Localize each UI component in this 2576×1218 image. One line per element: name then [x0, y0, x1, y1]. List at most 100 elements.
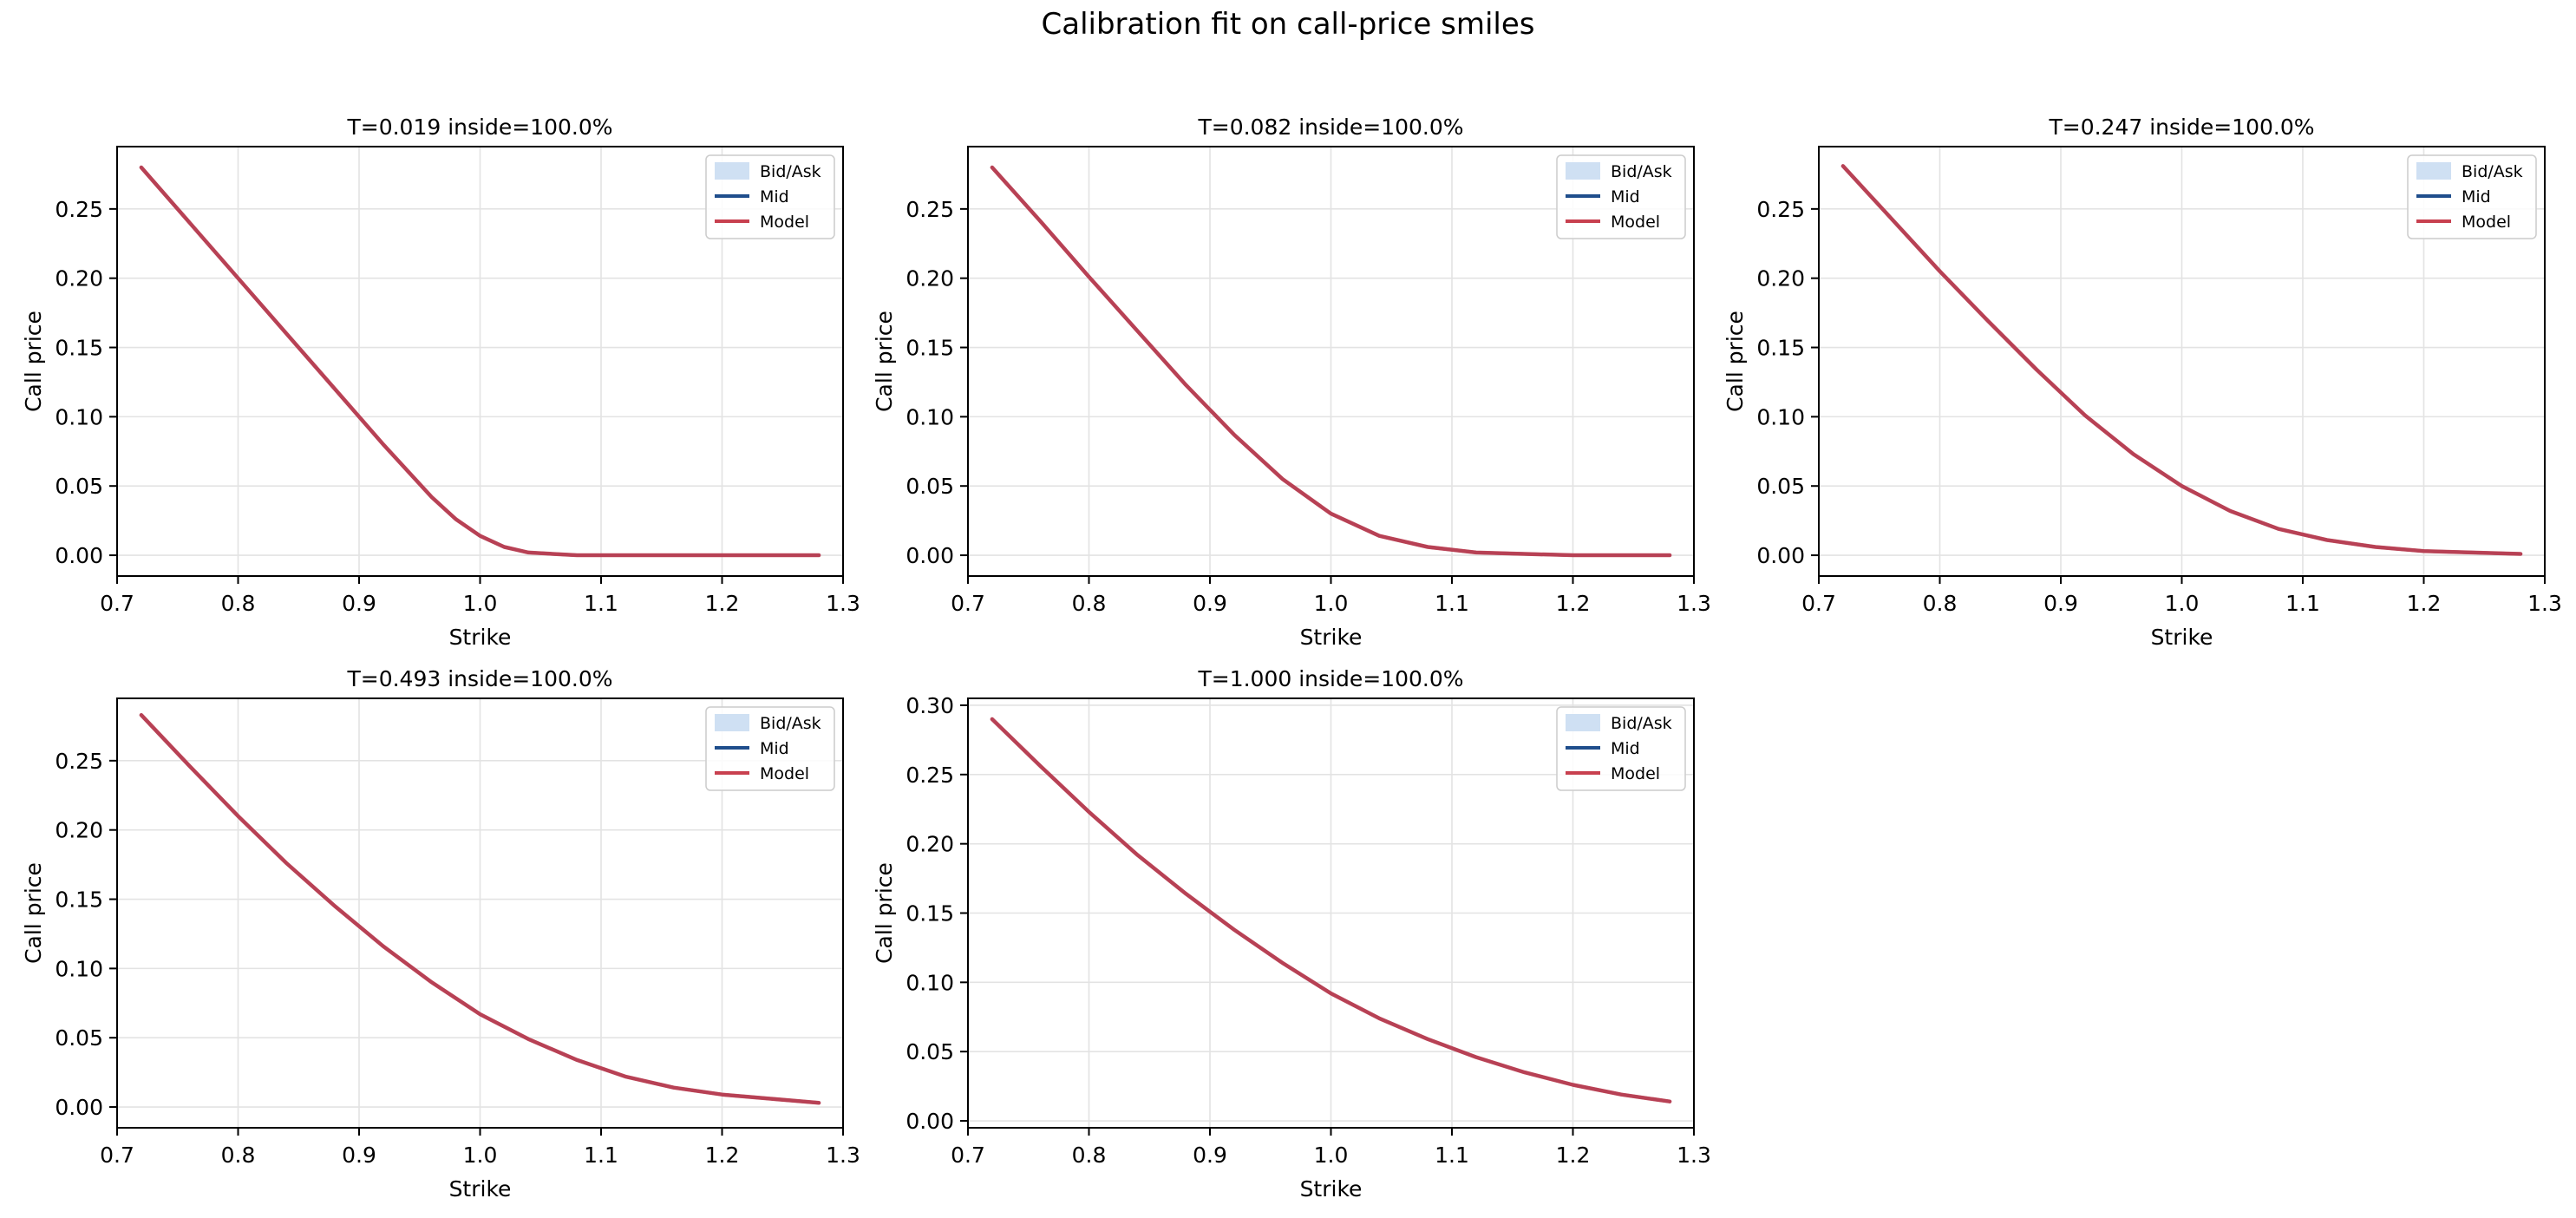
subplot-1: 0.7 0.8 0.9 1.0 1.1 1.2 1.3 0.00 0.05 0.10 0.15 0.2…	[21, 115, 860, 650]
x-tick-label: 0.8	[1923, 591, 1958, 616]
subplot-title: T=0.493 inside=100.0%	[346, 666, 612, 691]
legend-label: Bid/Ask	[1611, 714, 1672, 733]
legend-label: Mid	[760, 739, 789, 758]
x-tick-label: 0.8	[221, 1143, 256, 1168]
legend-label: Model	[2462, 213, 2511, 232]
subplot-5: 0.7 0.8 0.9 1.0 1.1 1.2 1.3 0.00 0.05 0.10 0.15 0.2…	[872, 666, 1711, 1202]
legend-label: Bid/Ask	[760, 714, 821, 733]
y-tick-label: 0.00	[1756, 543, 1805, 568]
y-tick-label: 0.20	[55, 818, 103, 843]
x-axis-label: Strike	[1300, 1176, 1363, 1202]
x-tick-label: 0.7	[1801, 591, 1836, 616]
legend: Bid/Ask Mid Model	[1556, 154, 1686, 239]
x-tick-label: 1.1	[1435, 1143, 1469, 1168]
x-tick-label: 1.0	[1314, 591, 1349, 616]
subplot-title: T=0.247 inside=100.0%	[2048, 115, 2314, 140]
x-tick-label: 1.0	[463, 1143, 498, 1168]
legend-label: Model	[1611, 213, 1660, 232]
y-tick-label: 0.20	[1756, 266, 1805, 291]
legend-swatch-bidask	[715, 162, 749, 180]
y-axis-label: Call price	[872, 862, 897, 964]
y-tick-label: 0.05	[55, 474, 103, 499]
y-tick-label: 0.00	[55, 1095, 103, 1120]
y-tick-label: 0.30	[906, 693, 954, 718]
x-tick-label: 1.2	[2407, 591, 2442, 616]
x-tick-label: 1.1	[2285, 591, 2320, 616]
y-axis-label: Call price	[21, 862, 46, 964]
y-tick-label: 0.20	[906, 266, 954, 291]
y-tick-label: 0.25	[55, 197, 103, 222]
y-tick-label: 0.10	[906, 404, 954, 429]
x-tick-label: 1.1	[584, 1143, 618, 1168]
x-axis-label: Strike	[449, 1176, 512, 1202]
legend-swatch-bidask	[2416, 162, 2451, 180]
model-series-line	[990, 165, 1672, 558]
y-tick-label: 0.05	[55, 1025, 103, 1051]
x-tick-label: 0.7	[100, 591, 134, 616]
x-tick-label: 1.2	[1556, 591, 1591, 616]
legend-swatch-bidask	[1566, 714, 1600, 731]
y-tick-label: 0.25	[906, 763, 954, 788]
y-tick-label: 0.25	[1756, 197, 1805, 222]
subplot-4: 0.7 0.8 0.9 1.0 1.1 1.2 1.3 0.00 0.05 0.10 0.15 0.2…	[21, 666, 860, 1202]
y-tick-label: 0.15	[906, 336, 954, 361]
y-tick-label: 0.05	[906, 474, 954, 499]
y-tick-label: 0.20	[906, 832, 954, 857]
x-tick-label: 0.7	[100, 1143, 134, 1168]
y-tick-label: 0.10	[906, 970, 954, 995]
x-tick-label: 1.1	[584, 591, 618, 616]
legend-label: Bid/Ask	[760, 162, 821, 181]
y-tick-label: 0.10	[55, 956, 103, 981]
x-tick-label: 0.9	[2043, 591, 2078, 616]
x-tick-label: 0.7	[951, 1143, 985, 1168]
x-tick-label: 1.3	[826, 1143, 860, 1168]
subplot-title: T=1.000 inside=100.0%	[1197, 666, 1463, 691]
x-axis-label: Strike	[1300, 625, 1363, 650]
y-tick-label: 0.05	[906, 1039, 954, 1064]
y-tick-label: 0.05	[1756, 474, 1805, 499]
legend: Bid/Ask Mid Model	[705, 706, 835, 791]
legend-label: Bid/Ask	[2462, 162, 2523, 181]
legend-label: Model	[1611, 764, 1660, 783]
legend: Bid/Ask Mid Model	[705, 154, 835, 239]
model-series-line	[990, 717, 1672, 1103]
x-tick-label: 0.9	[342, 591, 376, 616]
x-tick-label: 1.3	[826, 591, 860, 616]
model-series-line	[139, 712, 821, 1105]
x-tick-label: 1.2	[1556, 1143, 1591, 1168]
x-tick-label: 1.0	[463, 591, 498, 616]
y-tick-label: 0.25	[906, 197, 954, 222]
x-tick-label: 1.3	[1677, 1143, 1711, 1168]
y-tick-label: 0.15	[55, 336, 103, 361]
x-tick-label: 0.8	[221, 591, 256, 616]
model-series-line	[1840, 164, 2523, 556]
subplot-title: T=0.019 inside=100.0%	[346, 115, 612, 140]
x-tick-label: 0.9	[1193, 591, 1227, 616]
legend-label: Bid/Ask	[1611, 162, 1672, 181]
y-tick-label: 0.20	[55, 266, 103, 291]
x-tick-label: 1.3	[2527, 591, 2562, 616]
y-tick-label: 0.15	[1756, 336, 1805, 361]
x-tick-label: 1.3	[1677, 591, 1711, 616]
figure-title: Calibration fit on call-price smiles	[1041, 7, 1535, 42]
legend-swatch-bidask	[715, 714, 749, 731]
x-axis-label: Strike	[449, 625, 512, 650]
y-tick-label: 0.10	[1756, 404, 1805, 429]
y-axis-label: Call price	[21, 311, 46, 412]
x-tick-label: 1.0	[2165, 591, 2200, 616]
legend-label: Model	[760, 213, 809, 232]
y-axis-label: Call price	[872, 311, 897, 412]
x-tick-label: 0.9	[342, 1143, 376, 1168]
x-tick-label: 1.2	[705, 591, 740, 616]
model-series-line	[139, 165, 821, 558]
legend: Bid/Ask Mid Model	[1556, 706, 1686, 791]
legend-label: Model	[760, 764, 809, 783]
x-tick-label: 1.0	[1314, 1143, 1349, 1168]
legend-label: Mid	[1611, 187, 1640, 206]
legend-label: Mid	[1611, 739, 1640, 758]
y-tick-label: 0.10	[55, 404, 103, 429]
legend-label: Mid	[760, 187, 789, 206]
y-tick-label: 0.00	[55, 543, 103, 568]
x-tick-label: 0.9	[1193, 1143, 1227, 1168]
